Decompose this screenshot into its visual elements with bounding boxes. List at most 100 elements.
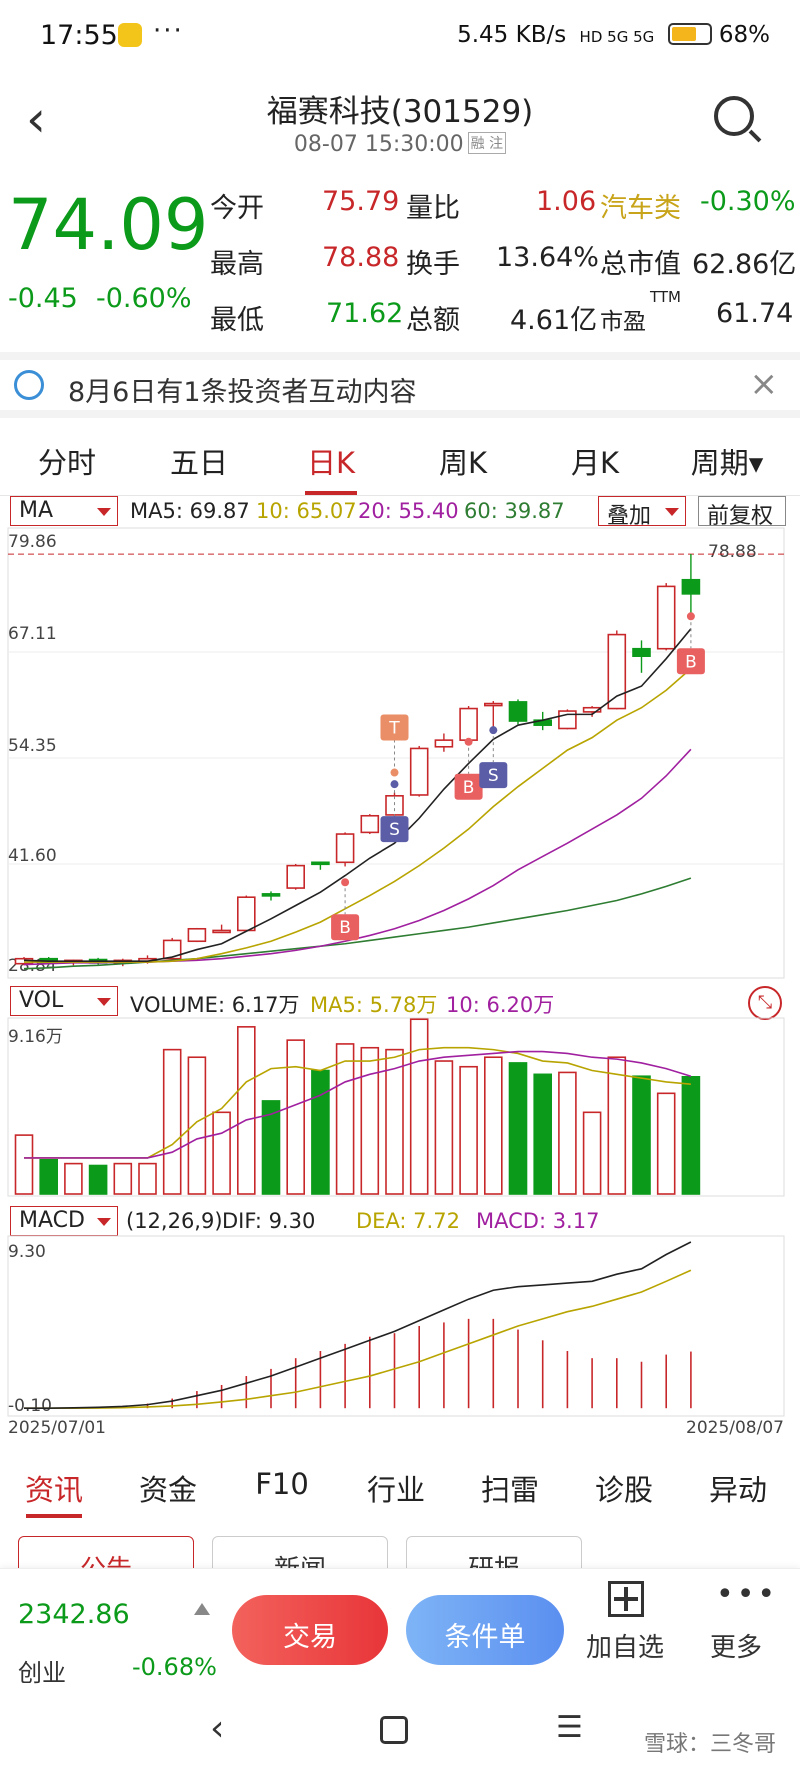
tab-weekly-k[interactable]: 周K [438,446,488,480]
panel-frame-2 [7,1235,785,1417]
vol-ratio-label: 量比 [406,193,460,224]
tab-daily-k[interactable]: 日K [306,446,356,480]
tab-monthly-k[interactable]: 月K [570,446,620,480]
price-change: -0.45 [8,283,78,314]
index-name: 创业 [18,1659,66,1687]
expand-icon[interactable]: ⤡ [748,986,782,1020]
tab-industry[interactable]: 行业 [366,1473,425,1507]
buy-signal-3-label: B [685,652,697,672]
tab-period[interactable]: 周期▾ [690,446,764,480]
price-axis-3: 54.35 [8,736,57,756]
conditional-order-button[interactable]: 条件单 [406,1595,564,1665]
macd-select[interactable]: MACD [10,1206,118,1236]
candle-body [113,959,133,964]
ma-select[interactable]: MA [10,496,118,526]
dea-value: DEA: 7.72 [356,1209,460,1233]
add-watchlist-label[interactable]: 加自选 [586,1633,665,1663]
volume-bar [656,1092,676,1195]
volume-bar [286,1039,306,1195]
candle-body [64,959,83,964]
sell-signal-1-dot [390,780,399,789]
nav-back-icon[interactable]: ‹ [210,1708,225,1749]
search-icon[interactable] [714,96,754,136]
vol-ma5-value: MA5: 5.78万 [310,993,438,1017]
sell-signal-1-label: S [389,820,400,840]
back-icon[interactable]: ‹ [26,90,46,148]
candle-body [459,707,478,741]
turnover-value: 13.64% [496,242,599,273]
macd-axis-top: 9.30 [8,1242,46,1262]
more-icon[interactable]: ••• [716,1577,779,1612]
ma20-line [23,748,692,966]
tab-movement[interactable]: 异动 [708,1473,767,1507]
volume-bar [459,1065,478,1195]
tab-diagnose[interactable]: 诊股 [594,1473,653,1507]
candle-body [385,795,404,816]
turnover-label: 换手 [406,249,460,280]
tab-f10[interactable]: F10 [255,1467,309,1501]
vol-ma10-line [24,1050,692,1159]
vol-select[interactable]: VOL [10,986,118,1016]
overlay-select[interactable]: 叠加 [598,496,686,529]
trade-button[interactable]: 交易 [232,1595,388,1665]
last-price: 74.09 [8,184,209,266]
volume-bar [113,1162,133,1195]
close-icon[interactable]: × [749,364,779,404]
candle-body [187,927,207,943]
sector-label[interactable]: 汽车类 [600,193,681,224]
tab-risk-scan[interactable]: 扫雷 [480,1473,539,1507]
sell-signal-2-label: S [488,766,499,786]
sell-signal-2-box [479,762,508,789]
battery-icon [667,23,712,45]
nav-menu-icon[interactable]: ☰ [556,1710,583,1745]
price-axis-bottom: 28.84 [8,956,57,976]
candle-body [311,861,330,866]
nav-home-icon[interactable] [380,1716,408,1744]
ma20-value: 20: 55.40 [358,499,459,523]
candle-body [508,701,528,722]
candle-body [162,939,182,960]
buy-signal-3-box [676,648,705,675]
tab-intraday[interactable]: 分时 [37,446,96,480]
tab-five-day[interactable]: 五日 [169,446,228,480]
expand-up-icon[interactable] [194,1603,210,1615]
volume-bar [434,1060,454,1195]
candle-body [656,585,676,650]
more-label[interactable]: 更多 [710,1633,763,1663]
adjust-select[interactable]: 前复权 [698,496,786,529]
tab-news-info[interactable]: 资讯 [24,1473,83,1507]
candle-body [483,702,503,707]
amount-value: 4.61亿 [510,305,598,336]
index-value[interactable]: 2342.86 [18,1599,130,1630]
volume-bar [681,1075,701,1195]
volume-bar [632,1075,651,1195]
pe-value: 61.74 [716,298,794,329]
quote-datetime: 08-07 15:30:00 融 注 [0,132,800,157]
volume-bar [607,1056,627,1195]
ma-select-label: MA [19,498,54,523]
candle-body [434,739,454,748]
vol-ma10-value: 10: 6.20万 [446,993,555,1017]
pe-ttm: TTM [650,288,682,306]
volume-bar [360,1046,380,1195]
vol-ratio-value: 1.06 [536,186,597,217]
take-signal-dot [390,768,399,777]
macd-value: MACD: 3.17 [476,1209,600,1233]
volume-bar [39,1159,59,1195]
volume-bar [508,1062,528,1195]
ma5-value: MA5: 69.87 [130,499,250,523]
tab-capital[interactable]: 资金 [138,1473,197,1507]
candle-body [681,578,701,595]
buy-signal-3-dot [686,612,695,621]
buy-signal-2-dot [464,737,473,746]
index-pct: -0.68% [132,1653,217,1681]
volume-bar [212,1111,231,1195]
vol-select-label: VOL [19,988,64,1013]
add-watchlist-icon[interactable] [608,1581,644,1617]
open-label: 今开 [210,193,264,224]
notice-banner[interactable]: 8月6日有1条投资者互动内容 × [0,352,800,418]
overlay-label: 叠加 [607,504,652,529]
date-end: 2025/08/07 [686,1418,784,1438]
net-speed: 5.45 KB/s [457,22,567,48]
volume-bar [261,1100,281,1195]
